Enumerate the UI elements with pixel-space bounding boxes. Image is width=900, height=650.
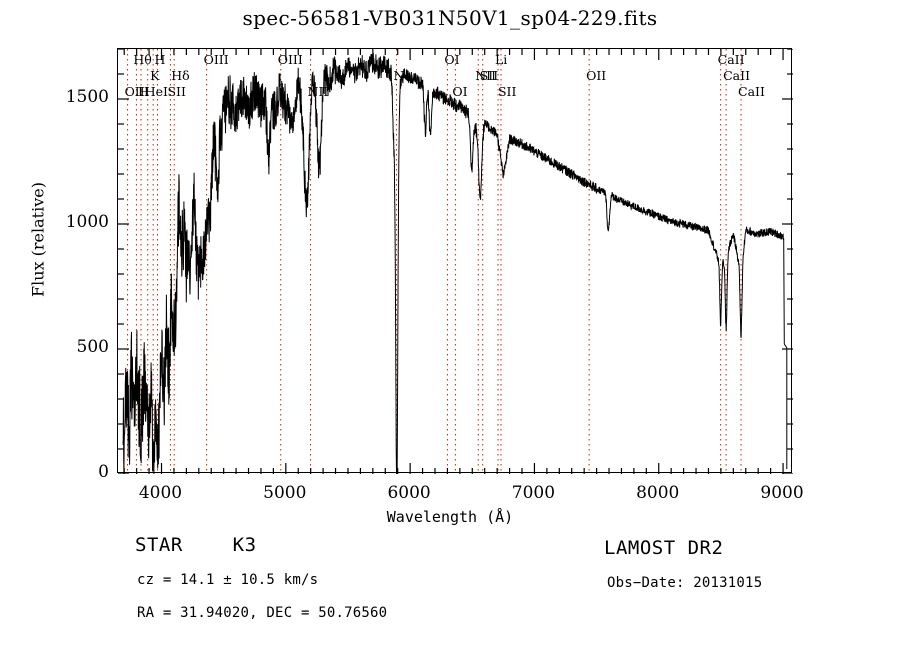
y-tick-label-0: 0 — [98, 462, 109, 482]
spectral-line-label-caii-8498: CaII — [717, 52, 745, 67]
spectral-line-label-na-5890: Na — [393, 68, 412, 83]
spectrum-trace — [122, 52, 788, 475]
page-title: spec-56581-VB031N50V1_sp04-229.fits — [242, 6, 658, 30]
spectral-line-label-sii-6731: SII — [497, 84, 517, 99]
spectral-line-label-li-6707: Li — [495, 52, 508, 67]
y-tick-label-1000: 1000 — [65, 212, 109, 232]
spectral-line-label-oii-7440: OII — [586, 68, 607, 83]
spectral-line-label-nii-5199: NII — [307, 84, 329, 99]
spectral-line-label-hθ-3798: Hθ — [133, 52, 152, 67]
object-type-value: STAR — [135, 534, 183, 556]
spectrum-svg — [118, 48, 793, 475]
object-type-label: STAR K3 — [135, 534, 257, 556]
spectral-line-label-nii-6548: NII — [475, 68, 497, 83]
line-marker-group — [127, 49, 742, 474]
spectral-line-label-caii-8662: CaII — [738, 84, 765, 99]
spectral-line-label-oii-3727: OII — [124, 84, 145, 99]
spectral-line-label-hδ-4102: Hδ — [171, 68, 190, 83]
y-axis-title: Flux (relative) — [28, 182, 48, 297]
x-tick-label-4000: 4000 — [138, 483, 183, 503]
spectral-line-label-h-3835: H — [137, 84, 149, 99]
spectral-line-label-sii-4072: SII — [167, 84, 186, 99]
plot-area — [117, 48, 793, 475]
spectral-line-label-oiii-4959: OIII — [277, 52, 303, 67]
spectral-class-value: K3 — [232, 534, 257, 556]
x-tick-label-5000: 5000 — [263, 483, 307, 503]
x-tick-label-9000: 9000 — [760, 483, 804, 503]
x-tick-label-7000: 7000 — [511, 483, 556, 503]
x-tick-label-8000: 8000 — [636, 483, 680, 503]
y-tick-label-500: 500 — [76, 337, 109, 357]
spectral-line-label-oiii-4363: OIII — [203, 52, 229, 67]
axis-ticks — [118, 48, 793, 475]
x-axis-title: Wavelength (Å) — [386, 508, 514, 526]
obs-date-label: Obs−Date: 20131015 — [607, 575, 763, 591]
y-tick-label-1500: 1500 — [65, 87, 109, 107]
spectral-line-label-k-3933: K — [150, 68, 160, 83]
survey-label: LAMOST DR2 — [604, 537, 724, 559]
plot-canvas — [118, 48, 793, 475]
spectral-line-label-sii-6584: SII — [479, 68, 499, 83]
spectral-line-label-hei-3889: HeI — [144, 84, 168, 99]
spectral-line-label-h-3968: H — [154, 52, 166, 67]
spectral-line-label-oi-6300: OI — [444, 52, 460, 67]
spectral-line-label-oi-6364: OI — [452, 84, 468, 99]
spectral-line-label-caii-8542: CaII — [723, 68, 751, 83]
x-tick-label-6000: 6000 — [387, 483, 431, 503]
coordinates-label: RA = 31.94020, DEC = 50.76560 — [137, 605, 388, 621]
redshift-velocity-label: cz = 14.1 ± 10.5 km/s — [137, 572, 319, 588]
